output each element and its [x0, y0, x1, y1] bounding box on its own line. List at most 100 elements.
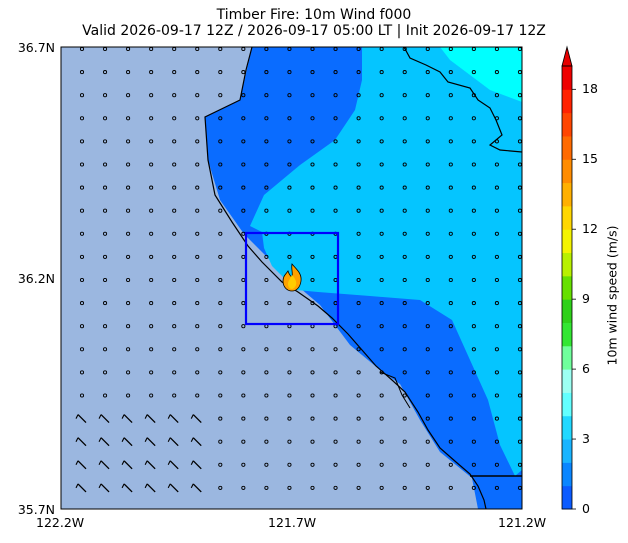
wind-barb [192, 460, 202, 470]
calm-wind-marker [103, 393, 108, 398]
calm-wind-marker [356, 347, 361, 352]
calm-wind-marker [425, 70, 430, 75]
calm-wind-marker [402, 393, 407, 398]
calm-wind-marker [494, 231, 499, 236]
calm-wind-marker [241, 139, 246, 144]
calm-wind-marker [103, 347, 108, 352]
calm-wind-marker [241, 185, 246, 190]
calm-wind-marker [356, 462, 361, 467]
calm-wind-marker [310, 347, 315, 352]
wind-barb [100, 460, 110, 470]
wind-barb-flag [167, 460, 171, 466]
calm-wind-marker [172, 231, 177, 236]
calm-wind-marker [333, 93, 338, 98]
calm-wind-marker [287, 162, 292, 167]
calm-wind-marker [264, 301, 269, 306]
calm-wind-marker [448, 162, 453, 167]
calm-wind-marker [425, 208, 430, 213]
colorbar-segment [562, 462, 572, 487]
calm-wind-marker [218, 208, 223, 213]
calm-wind-marker [195, 162, 200, 167]
wind-barb [123, 414, 133, 424]
calm-wind-marker [287, 208, 292, 213]
calm-wind-marker [448, 462, 453, 467]
calm-wind-marker [287, 416, 292, 421]
calm-wind-marker [333, 393, 338, 398]
calm-wind-marker [103, 185, 108, 190]
calm-wind-marker [218, 185, 223, 190]
calm-wind-marker [79, 277, 85, 283]
calm-wind-marker [379, 324, 384, 329]
calm-wind-marker [494, 208, 499, 213]
calm-wind-marker [149, 231, 154, 236]
wind-barb [192, 414, 202, 424]
calm-wind-marker [448, 277, 453, 283]
calm-wind-marker [402, 347, 407, 352]
calm-wind-marker [448, 208, 453, 213]
calm-wind-marker [264, 208, 269, 213]
calm-wind-marker [241, 370, 246, 375]
calm-wind-marker [241, 116, 246, 121]
calm-wind-marker [172, 347, 177, 352]
calm-wind-marker [195, 254, 200, 259]
calm-wind-marker [333, 116, 338, 121]
calm-wind-marker [356, 439, 361, 444]
calm-wind-marker [356, 139, 361, 144]
wind-barb [100, 483, 110, 493]
calm-wind-marker [195, 139, 200, 144]
calm-wind-marker [425, 185, 430, 190]
calm-wind-marker [494, 370, 499, 375]
wind-barb [123, 483, 133, 493]
wind-barb-flag [144, 460, 148, 466]
calm-wind-marker [287, 439, 292, 444]
calm-wind-marker [264, 116, 269, 121]
colorbar-segment [562, 252, 572, 277]
calm-wind-marker [79, 185, 85, 190]
coastline [204, 47, 487, 509]
calm-wind-marker [402, 254, 407, 259]
calm-wind-marker [379, 70, 384, 75]
calm-wind-marker [287, 70, 292, 75]
calm-wind-marker [126, 393, 131, 398]
y-tick-label: 35.7N [17, 502, 55, 517]
calm-wind-marker [471, 416, 476, 421]
calm-wind-marker [379, 162, 384, 167]
calm-wind-marker [471, 439, 476, 444]
fire-domain-box [244, 231, 340, 326]
calm-wind-marker [379, 393, 384, 398]
calm-wind-marker [172, 162, 177, 167]
wind-barb-flag [98, 414, 102, 419]
calm-wind-marker [149, 93, 154, 98]
wind-barb [77, 460, 87, 470]
wind-barb [77, 414, 87, 424]
calm-wind-marker [149, 347, 154, 352]
calm-wind-marker [79, 208, 85, 213]
calm-wind-marker [402, 208, 407, 213]
wind-barb [169, 414, 179, 424]
calm-wind-marker [471, 301, 476, 306]
colorbar-segment [562, 66, 572, 90]
calm-wind-marker [425, 301, 430, 306]
calm-wind-marker [379, 93, 384, 98]
calm-wind-marker [333, 370, 338, 375]
calm-wind-marker [126, 254, 131, 259]
calm-wind-marker [287, 139, 292, 144]
calm-wind-marker [126, 70, 131, 75]
calm-wind-marker [149, 324, 154, 329]
wind-barb-flag [121, 483, 125, 489]
calm-wind-marker [126, 347, 131, 352]
calm-wind-marker [218, 439, 223, 444]
wind-barb-flag [167, 437, 171, 442]
calm-wind-marker [379, 116, 384, 121]
calm-wind-marker [471, 185, 476, 190]
calm-wind-marker [79, 393, 85, 398]
calm-wind-marker [471, 324, 476, 329]
calm-wind-marker [241, 93, 246, 98]
calm-wind-marker [356, 185, 361, 190]
calm-wind-marker [103, 116, 108, 121]
calm-wind-marker [79, 139, 85, 144]
colorbar-segment [562, 345, 572, 370]
calm-wind-marker [172, 116, 177, 121]
calm-wind-marker [402, 139, 407, 144]
wind-barb [146, 437, 156, 447]
